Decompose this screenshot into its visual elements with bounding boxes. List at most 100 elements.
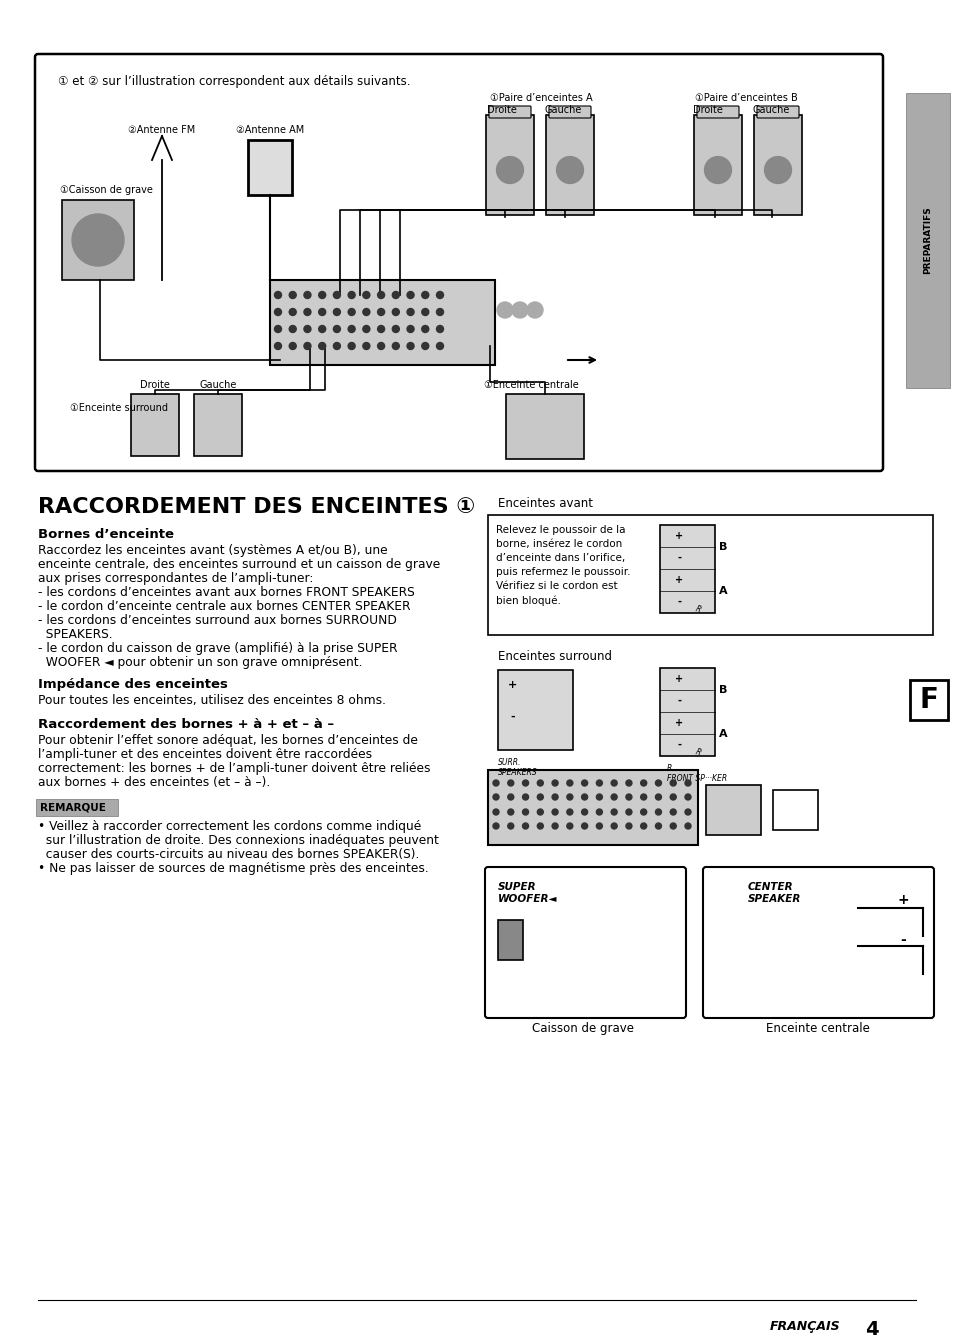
Text: ①Enceinte surround: ①Enceinte surround — [70, 403, 168, 412]
Bar — [772, 790, 817, 830]
Circle shape — [377, 343, 384, 349]
Text: Enceintes surround: Enceintes surround — [497, 649, 612, 663]
Circle shape — [318, 325, 325, 332]
Text: REMARQUE: REMARQUE — [40, 802, 106, 811]
Circle shape — [289, 325, 296, 332]
Text: SURR.
SPEAKERS: SURR. SPEAKERS — [497, 758, 537, 778]
Bar — [693, 115, 741, 216]
Circle shape — [497, 157, 523, 183]
Circle shape — [537, 794, 543, 799]
Circle shape — [362, 308, 370, 316]
Text: - les cordons d’enceintes avant aux bornes FRONT SPEAKERS: - les cordons d’enceintes avant aux born… — [38, 586, 415, 599]
Circle shape — [421, 308, 428, 316]
Circle shape — [507, 809, 514, 815]
Text: +: + — [675, 532, 682, 541]
Text: +: + — [675, 574, 682, 585]
Circle shape — [497, 303, 513, 317]
Circle shape — [537, 809, 543, 815]
Circle shape — [596, 809, 601, 815]
Text: -: - — [677, 597, 680, 607]
Text: Gauche: Gauche — [199, 380, 236, 390]
Bar — [488, 516, 932, 635]
Circle shape — [596, 823, 601, 829]
Circle shape — [289, 343, 296, 349]
FancyBboxPatch shape — [35, 54, 882, 471]
Circle shape — [655, 823, 660, 829]
Circle shape — [640, 781, 646, 786]
Circle shape — [333, 308, 340, 316]
Text: R: R — [694, 605, 701, 615]
Bar — [705, 785, 760, 836]
Circle shape — [670, 794, 676, 799]
Text: CENTER
SPEAKER: CENTER SPEAKER — [747, 882, 801, 904]
Circle shape — [655, 809, 660, 815]
Circle shape — [436, 343, 443, 349]
Circle shape — [377, 308, 384, 316]
Circle shape — [556, 157, 583, 183]
Circle shape — [684, 823, 690, 829]
Circle shape — [333, 292, 340, 299]
Text: sur l’illustration de droite. Des connexions inadéquates peuvent: sur l’illustration de droite. Des connex… — [38, 834, 438, 848]
Circle shape — [611, 809, 617, 815]
Circle shape — [318, 292, 325, 299]
Text: ②Antenne FM: ②Antenne FM — [129, 125, 195, 135]
Circle shape — [611, 794, 617, 799]
Text: • Veillez à raccorder correctement les cordons comme indiqué: • Veillez à raccorder correctement les c… — [38, 819, 421, 833]
Text: Enceinte centrale: Enceinte centrale — [765, 1022, 869, 1035]
Circle shape — [362, 325, 370, 332]
Text: ①Caisson de grave: ①Caisson de grave — [60, 185, 152, 195]
Circle shape — [304, 292, 311, 299]
Circle shape — [289, 292, 296, 299]
Circle shape — [526, 303, 542, 317]
Circle shape — [670, 781, 676, 786]
Circle shape — [362, 343, 370, 349]
Circle shape — [512, 303, 527, 317]
Text: - le cordon du caisson de grave (amplifié) à la prise SUPER: - le cordon du caisson de grave (amplifi… — [38, 641, 397, 655]
Circle shape — [581, 794, 587, 799]
Circle shape — [421, 343, 428, 349]
Circle shape — [640, 809, 646, 815]
Circle shape — [522, 823, 528, 829]
Circle shape — [552, 809, 558, 815]
Text: -: - — [510, 712, 515, 722]
Text: +: + — [675, 674, 682, 684]
Circle shape — [392, 325, 399, 332]
Text: Raccordement des bornes + à + et – à –: Raccordement des bornes + à + et – à – — [38, 718, 334, 731]
FancyBboxPatch shape — [548, 106, 590, 118]
Circle shape — [348, 343, 355, 349]
Text: bien bloqué.: bien bloqué. — [496, 595, 560, 605]
Text: A: A — [719, 728, 727, 739]
Circle shape — [596, 794, 601, 799]
Circle shape — [763, 157, 791, 183]
Circle shape — [552, 823, 558, 829]
Circle shape — [640, 794, 646, 799]
Text: ①Paire d’enceintes A: ①Paire d’enceintes A — [490, 92, 592, 103]
Circle shape — [333, 325, 340, 332]
Text: Pour obtenir l’effet sonore adéquat, les bornes d’enceintes de: Pour obtenir l’effet sonore adéquat, les… — [38, 734, 417, 747]
Bar — [36, 799, 118, 815]
Circle shape — [625, 809, 631, 815]
Bar — [497, 920, 522, 960]
Bar — [62, 200, 133, 280]
Text: +: + — [508, 680, 517, 690]
Circle shape — [670, 823, 676, 829]
Circle shape — [684, 781, 690, 786]
Bar — [659, 668, 714, 757]
Text: enceinte centrale, des enceintes surround et un caisson de grave: enceinte centrale, des enceintes surroun… — [38, 558, 439, 570]
Circle shape — [655, 794, 660, 799]
Text: B: B — [719, 542, 726, 552]
Bar — [497, 670, 573, 750]
Circle shape — [493, 823, 498, 829]
Circle shape — [392, 292, 399, 299]
Circle shape — [507, 823, 514, 829]
Text: Bornes d’enceinte: Bornes d’enceinte — [38, 528, 173, 541]
Bar — [909, 680, 947, 720]
Circle shape — [566, 794, 572, 799]
Circle shape — [704, 157, 731, 183]
Circle shape — [289, 308, 296, 316]
Bar — [248, 141, 292, 195]
Text: PREPARATIFS: PREPARATIFS — [923, 206, 931, 274]
Text: Gauche: Gauche — [752, 104, 789, 115]
Circle shape — [407, 292, 414, 299]
Circle shape — [274, 325, 281, 332]
